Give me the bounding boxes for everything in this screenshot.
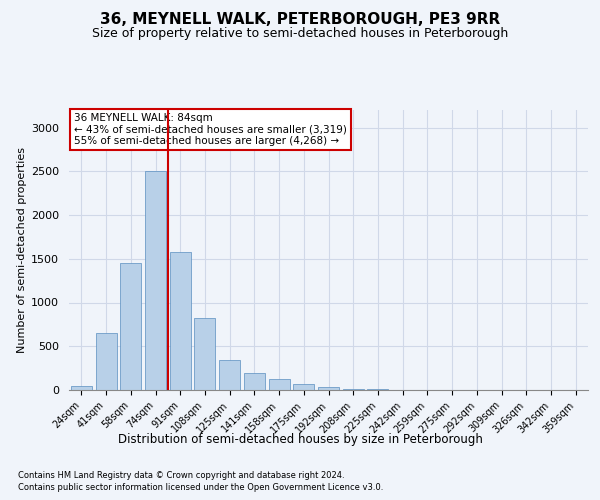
Bar [318, 388, 339, 390]
Bar [343, 388, 364, 390]
Y-axis label: Number of semi-detached properties: Number of semi-detached properties [17, 147, 27, 353]
Bar [71, 386, 92, 390]
Bar [293, 384, 314, 390]
Text: Contains public sector information licensed under the Open Government Licence v3: Contains public sector information licen… [18, 484, 383, 492]
Text: Contains HM Land Registry data © Crown copyright and database right 2024.: Contains HM Land Registry data © Crown c… [18, 471, 344, 480]
Text: Distribution of semi-detached houses by size in Peterborough: Distribution of semi-detached houses by … [118, 432, 482, 446]
Bar [145, 171, 166, 390]
Bar [269, 378, 290, 390]
Bar [194, 318, 215, 390]
Text: 36 MEYNELL WALK: 84sqm
← 43% of semi-detached houses are smaller (3,319)
55% of : 36 MEYNELL WALK: 84sqm ← 43% of semi-det… [74, 113, 347, 146]
Bar [95, 333, 116, 390]
Bar [120, 263, 141, 390]
Bar [170, 252, 191, 390]
Text: 36, MEYNELL WALK, PETERBOROUGH, PE3 9RR: 36, MEYNELL WALK, PETERBOROUGH, PE3 9RR [100, 12, 500, 28]
Bar [219, 360, 240, 390]
Text: Size of property relative to semi-detached houses in Peterborough: Size of property relative to semi-detach… [92, 28, 508, 40]
Bar [244, 372, 265, 390]
